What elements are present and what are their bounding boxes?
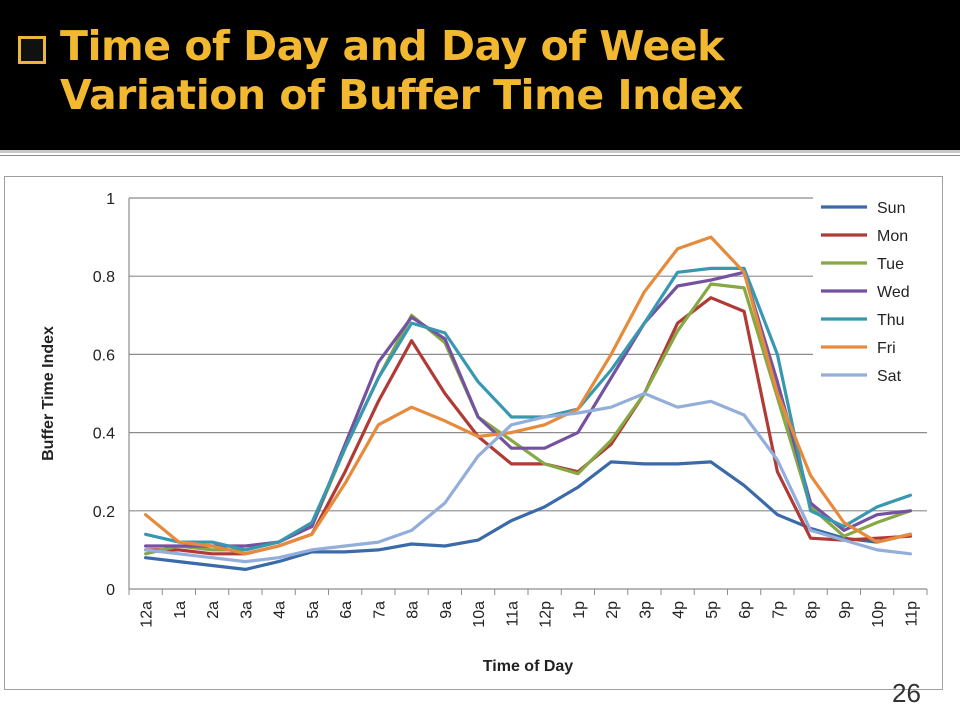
title-bullet-icon (18, 36, 46, 64)
x-tick-label: 5p (704, 601, 721, 619)
legend-label-mon: Mon (877, 228, 908, 245)
x-tick-label: 4a (272, 601, 289, 619)
series-line-thu (144, 266, 913, 552)
x-tick-label: 6a (338, 601, 355, 619)
y-tick-label: 1 (106, 191, 115, 208)
slide-title: Time of Day and Day of Week Variation of… (60, 22, 743, 119)
x-tick-label: 2a (205, 601, 222, 619)
legend-label-wed: Wed (877, 284, 910, 301)
x-tick-label: 9p (837, 601, 854, 619)
x-tick-label: 10a (471, 601, 488, 628)
page-number: 26 (892, 678, 921, 708)
y-tick-label: 0.8 (93, 269, 115, 286)
x-tick-label: 7a (371, 601, 388, 619)
series-lines (144, 235, 913, 571)
legend: Sun Mon Tue Wed Thu Fri Sat (813, 191, 931, 393)
series-line-sun (144, 460, 913, 571)
x-tick-label: 3a (238, 601, 255, 619)
axes: 0 0.2 0.4 0.6 0.8 1 12a 1a 2a 3a 4a 5a 6a 7a 8a 9a 10a 11… (40, 191, 928, 675)
x-axis-title: Time of Day (483, 658, 574, 675)
x-tick-label: 8a (405, 601, 422, 619)
series-line-sat (144, 391, 913, 564)
legend-label-tue: Tue (877, 256, 904, 273)
y-tick-label: 0.6 (93, 347, 115, 364)
x-tick-label: 1p (571, 601, 588, 619)
legend-label-sat: Sat (877, 368, 902, 385)
x-tick-label: 6p (737, 601, 754, 619)
y-tick-label: 0 (106, 582, 115, 599)
line-chart: 0 0.2 0.4 0.6 0.8 1 12a 1a 2a 3a 4a 5a 6a 7a 8a 9a 10a 11… (40, 191, 931, 675)
x-tick-label: 11a (504, 601, 521, 627)
legend-label-sun: Sun (877, 200, 905, 217)
x-tick-label: 8p (804, 601, 821, 619)
legend-label-fri: Fri (877, 340, 896, 357)
x-tick-label: 1a (172, 601, 189, 619)
x-tick-label: 2p (604, 601, 621, 619)
x-tick-label: 10p (870, 601, 887, 628)
x-tick-label: 7p (770, 601, 787, 619)
y-axis-title: Buffer Time Index (40, 326, 57, 461)
x-tick-label: 5a (305, 601, 322, 619)
title-divider (0, 150, 960, 153)
series-line-fri (144, 235, 913, 556)
legend-label-thu: Thu (877, 312, 905, 329)
y-tick-label: 0.2 (93, 504, 115, 521)
x-tick-label: 12p (538, 601, 555, 628)
chart-frame: 0 0.2 0.4 0.6 0.8 1 12a 1a 2a 3a 4a 5a 6a 7a 8a 9a 10a 11… (4, 176, 943, 690)
title-divider-thin (0, 155, 960, 156)
x-tick-label: 9a (438, 601, 455, 619)
x-tick-label: 12a (139, 601, 156, 628)
x-tick-label: 11p (903, 601, 920, 627)
x-tick-label: 3p (637, 601, 654, 619)
x-tick-label: 4p (671, 601, 688, 619)
y-tick-label: 0.4 (93, 426, 115, 443)
title-bar: Time of Day and Day of Week Variation of… (0, 0, 960, 150)
